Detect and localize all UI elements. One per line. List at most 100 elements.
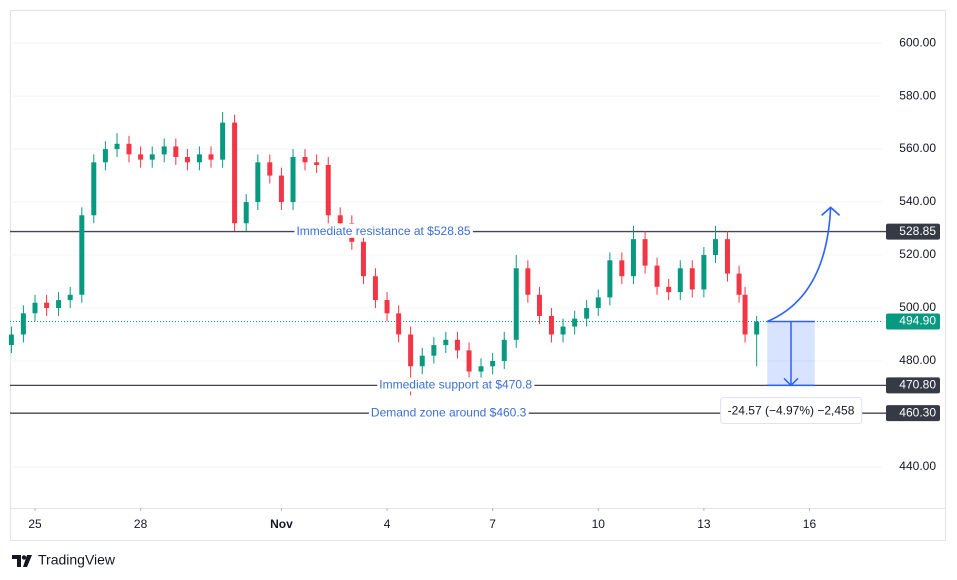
logo xyxy=(12,555,32,567)
candle-body xyxy=(443,339,449,346)
candle-body xyxy=(724,239,730,274)
y-tick-label: 520.00 xyxy=(899,247,936,261)
candle-body xyxy=(619,260,625,277)
candle-body xyxy=(149,154,155,160)
candle-body xyxy=(302,157,308,163)
x-tick-label: 10 xyxy=(592,517,606,531)
candle-body xyxy=(102,149,108,163)
candle-body xyxy=(677,268,683,293)
candle-body xyxy=(372,276,378,301)
candle-body xyxy=(138,154,144,160)
candle-body xyxy=(208,154,214,160)
x-tick-label: Nov xyxy=(270,517,293,531)
price-tag xyxy=(886,313,940,330)
projection-arrow xyxy=(766,207,832,323)
candle-body xyxy=(666,286,672,293)
candle-body xyxy=(79,215,85,295)
price-tag-label: 528.85 xyxy=(899,224,936,238)
candle-body xyxy=(196,154,202,163)
price-tag xyxy=(886,405,940,422)
candle-body xyxy=(754,321,760,335)
x-tick-label: 25 xyxy=(28,517,42,531)
x-tick-label: 16 xyxy=(803,517,817,531)
level-text: Immediate resistance at $528.85 xyxy=(296,224,470,238)
candle-body xyxy=(267,162,273,176)
candle-body xyxy=(742,294,748,335)
candle-body xyxy=(314,162,320,165)
candle-body xyxy=(630,239,636,277)
candle-body xyxy=(32,302,38,314)
candle-body xyxy=(431,345,437,356)
candle-body xyxy=(513,268,519,340)
candle-body xyxy=(501,339,507,361)
candle-body xyxy=(114,143,120,150)
candle-body xyxy=(607,260,613,298)
x-tick-label: 13 xyxy=(697,517,711,531)
candle-body xyxy=(466,350,472,372)
candle-body xyxy=(232,122,238,224)
y-tick-label: 540.00 xyxy=(899,194,936,208)
candle-body xyxy=(161,146,167,155)
candle-body xyxy=(173,146,179,158)
measure-label-bg xyxy=(720,397,863,425)
candle-body xyxy=(396,313,402,335)
candle-body xyxy=(689,268,695,290)
price-tag-label: 460.30 xyxy=(899,405,936,419)
candle-body xyxy=(701,255,707,290)
candle-body xyxy=(384,300,390,314)
y-tick-label: 560.00 xyxy=(899,141,936,155)
y-tick-label: 580.00 xyxy=(899,88,936,102)
candle-body xyxy=(220,122,226,160)
watermark: TradingView xyxy=(38,552,116,568)
x-tick-label: 28 xyxy=(134,517,148,531)
y-tick-label: 600.00 xyxy=(899,35,936,49)
candle-body xyxy=(548,315,554,335)
candle-body xyxy=(8,334,14,346)
candle-body xyxy=(572,318,578,327)
candle-body xyxy=(536,294,542,316)
price-tag xyxy=(886,223,940,240)
candle-body xyxy=(243,202,249,224)
candle-body xyxy=(20,313,26,335)
candle-body xyxy=(712,239,718,256)
level-text: Demand zone around $460.3 xyxy=(371,405,527,419)
candle-body xyxy=(525,268,531,295)
candle-body xyxy=(290,157,296,203)
price-tag-label: 494.90 xyxy=(899,314,936,328)
level-text-bg xyxy=(294,223,473,238)
candle-body xyxy=(408,334,414,367)
y-tick-label: 500.00 xyxy=(899,300,936,314)
candle-body xyxy=(91,162,97,216)
candle-body xyxy=(126,143,132,155)
level-text: Immediate support at $470.8 xyxy=(379,378,532,392)
projection-arrow-head xyxy=(821,206,841,216)
measure-label: -24.57 (−4.97%) −2,458 xyxy=(728,404,855,418)
level-text-bg xyxy=(368,405,529,420)
y-tick-label: 440.00 xyxy=(899,459,936,473)
candle-body xyxy=(595,297,601,309)
candle-body xyxy=(184,157,190,163)
candle-body xyxy=(736,273,742,295)
y-tick-label: 480.00 xyxy=(899,353,936,367)
level-text-bg xyxy=(377,377,535,392)
candle-body xyxy=(67,294,73,301)
candle-body xyxy=(454,339,460,351)
candle-body xyxy=(44,302,50,309)
candle-body xyxy=(56,300,62,309)
x-tick-label: 7 xyxy=(489,517,496,531)
x-tick-label: 4 xyxy=(384,517,391,531)
measure-arrow-head xyxy=(783,377,799,387)
candle-body xyxy=(255,162,261,203)
candle-body xyxy=(278,175,284,203)
candle-body xyxy=(325,164,331,216)
candle-body xyxy=(360,241,366,277)
candle-body xyxy=(490,360,496,367)
frame xyxy=(10,10,946,541)
candle-body xyxy=(337,215,343,224)
candle-body xyxy=(478,366,484,372)
candle-body xyxy=(584,308,590,319)
price-tag xyxy=(886,377,940,394)
candle-body xyxy=(654,265,660,287)
price-tag-label: 470.80 xyxy=(899,378,936,392)
